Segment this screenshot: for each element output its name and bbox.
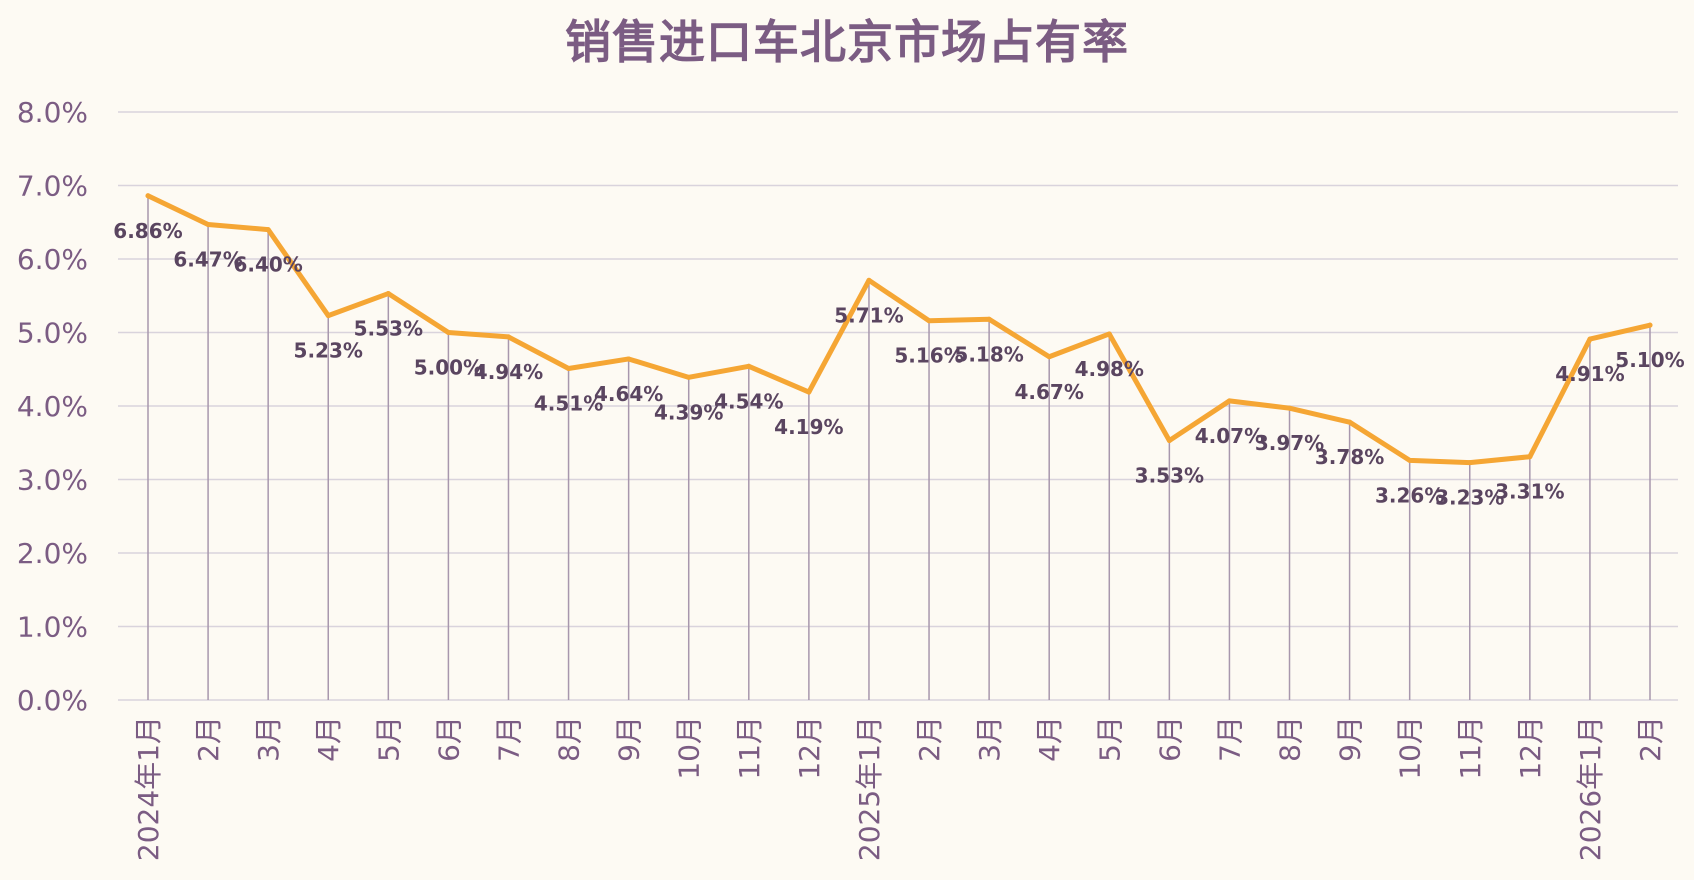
- gridlines: [118, 111, 1678, 701]
- data-point: [1647, 322, 1653, 328]
- data-point: [445, 330, 451, 335]
- data-point: [626, 356, 632, 362]
- data-point: [986, 316, 992, 322]
- x-tick-label: 4月: [1033, 716, 1066, 762]
- data-label: 3.23%: [1435, 486, 1504, 510]
- data-point: [806, 389, 812, 395]
- data-label: 5.18%: [954, 342, 1023, 366]
- x-tick-label: 7月: [1213, 716, 1246, 762]
- data-label: 3.53%: [1135, 464, 1204, 488]
- data-label: 6.86%: [113, 219, 182, 243]
- x-tick-label: 6月: [1153, 716, 1186, 762]
- x-tick-label: 5月: [372, 716, 405, 762]
- data-label: 3.78%: [1315, 445, 1384, 469]
- x-axis-ticks: 2024年1月 2月 3月 4月 5月 6月 7月 8月 9月 10月 11月 12月 2025年1月 2…: [132, 716, 1667, 861]
- data-label: 4.64%: [594, 382, 663, 406]
- y-tick-label: 4.0%: [17, 390, 88, 423]
- y-tick-label: 2.0%: [17, 537, 88, 570]
- x-tick-label: 11月: [1454, 716, 1487, 780]
- data-label: 4.98%: [1075, 357, 1144, 381]
- x-tick-label: 12月: [793, 716, 826, 780]
- y-tick-label: 0.0%: [17, 684, 88, 717]
- data-label: 3.97%: [1255, 431, 1324, 455]
- data-point: [1046, 354, 1052, 360]
- chart-title: 销售进口车北京市场占有率: [565, 15, 1129, 69]
- data-point: [1347, 419, 1353, 425]
- data-label: 4.67%: [1015, 380, 1084, 404]
- data-label: 4.91%: [1555, 362, 1624, 386]
- data-label: 5.71%: [834, 303, 903, 327]
- drop-lines: [147, 195, 1651, 700]
- data-label: 4.54%: [714, 389, 783, 413]
- x-tick-label: 4月: [312, 716, 345, 762]
- data-point: [265, 227, 271, 233]
- x-tick-label: 9月: [613, 716, 646, 762]
- data-label: 3.31%: [1495, 480, 1564, 504]
- x-tick-label: 5月: [1093, 716, 1126, 762]
- y-tick-label: 8.0%: [17, 96, 88, 129]
- data-point: [325, 313, 331, 319]
- x-tick-label: 3月: [252, 716, 285, 762]
- x-tick-label: 8月: [1274, 716, 1307, 762]
- data-label: 5.00%: [414, 356, 483, 380]
- data-label: 4.19%: [774, 415, 843, 439]
- data-point: [205, 221, 211, 227]
- x-tick-label: 8月: [553, 716, 586, 762]
- series-line: [145, 193, 1653, 466]
- x-tick-label: 2026年1月: [1574, 716, 1607, 861]
- data-label: 4.07%: [1195, 424, 1264, 448]
- data-label: 3.26%: [1375, 483, 1444, 507]
- y-tick-label: 7.0%: [17, 170, 88, 203]
- data-point: [145, 193, 151, 199]
- data-label: 4.39%: [654, 400, 723, 424]
- data-labels: 6.86% 6.47%6.40% 5.23%5.53% 5.00%4.94% 4.51%…: [113, 219, 1684, 510]
- data-point: [686, 374, 692, 380]
- data-point: [505, 334, 511, 340]
- data-label: 5.53%: [354, 317, 423, 341]
- data-point: [1226, 398, 1232, 404]
- series-line-path: [145, 193, 1653, 466]
- data-point: [1287, 405, 1293, 411]
- data-point: [1467, 460, 1473, 466]
- x-tick-label: 11月: [733, 716, 766, 780]
- x-tick-label: 10月: [673, 716, 706, 780]
- y-axis-ticks: 0.0% 1.0% 2.0% 3.0% 4.0% 5.0% 6.0% 7.0% 8.0%: [17, 96, 88, 717]
- x-tick-label: 2月: [192, 716, 225, 762]
- x-tick-label: 12月: [1514, 716, 1547, 780]
- data-label: 4.51%: [534, 392, 603, 416]
- x-tick-label: 2月: [1634, 716, 1667, 762]
- data-point: [926, 318, 932, 324]
- data-label: 5.10%: [1615, 348, 1684, 372]
- x-tick-label: 6月: [432, 716, 465, 762]
- data-point: [746, 363, 752, 369]
- y-tick-label: 3.0%: [17, 464, 88, 497]
- x-tick-label: 9月: [1334, 716, 1367, 762]
- x-tick-label: 2024年1月: [132, 716, 165, 861]
- x-tick-label: 2025年1月: [853, 716, 886, 861]
- data-label: 5.16%: [894, 344, 963, 368]
- data-point: [1407, 457, 1413, 463]
- y-tick-label: 1.0%: [17, 611, 88, 644]
- data-point: [866, 277, 872, 283]
- x-tick-label: 10月: [1394, 716, 1427, 780]
- data-label: 4.94%: [474, 360, 543, 384]
- data-label: 5.23%: [294, 339, 363, 363]
- x-tick-label: 3月: [973, 716, 1006, 762]
- data-label: 6.40%: [233, 253, 302, 277]
- y-tick-label: 6.0%: [17, 243, 88, 276]
- data-point: [1527, 454, 1533, 460]
- y-tick-label: 5.0%: [17, 317, 88, 350]
- data-point: [385, 291, 391, 297]
- data-point: [1587, 336, 1593, 342]
- data-point: [566, 366, 572, 372]
- x-tick-label: 2月: [913, 716, 946, 762]
- x-tick-label: 7月: [492, 716, 525, 762]
- data-point: [1166, 438, 1172, 444]
- data-label: 6.47%: [173, 247, 242, 271]
- data-point: [1106, 331, 1112, 337]
